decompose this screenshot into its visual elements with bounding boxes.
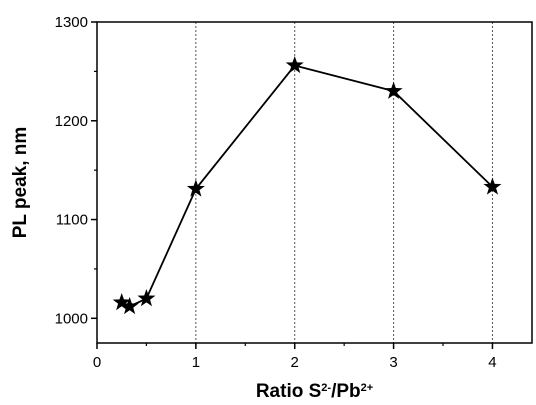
data-point-star xyxy=(384,81,403,99)
plot-frame xyxy=(96,21,533,344)
y-tick-label-1300: 1300 xyxy=(55,14,88,31)
x-tick-label-4: 4 xyxy=(488,354,496,371)
series-line xyxy=(121,64,494,308)
data-point-star xyxy=(285,55,304,74)
y-tick-labels: 1000 1100 1200 1300 xyxy=(55,14,88,327)
x-axis-title: Ratio S2-/Pb2+ xyxy=(256,381,373,402)
y-tick-label-1100: 1100 xyxy=(56,212,88,229)
vertical-gridlines xyxy=(195,22,493,343)
x-tick-label-0: 0 xyxy=(93,354,101,371)
x-tick-label-3: 3 xyxy=(389,354,397,371)
y-axis-title: PL peak, nm xyxy=(10,127,31,239)
data-point-star xyxy=(120,296,139,315)
data-point-star xyxy=(137,289,156,307)
x-tick-label-1: 1 xyxy=(192,354,200,371)
x-tick-labels: 0 1 2 3 4 xyxy=(93,354,497,371)
data-series xyxy=(112,55,502,315)
y-tick-label-1200: 1200 xyxy=(55,113,88,130)
axis-ticks xyxy=(91,21,494,349)
x-tick-label-2: 2 xyxy=(291,354,299,371)
y-tick-label-1000: 1000 xyxy=(55,310,88,327)
data-point-star xyxy=(186,179,205,197)
data-point-star xyxy=(483,177,502,195)
data-point-star xyxy=(112,293,131,311)
